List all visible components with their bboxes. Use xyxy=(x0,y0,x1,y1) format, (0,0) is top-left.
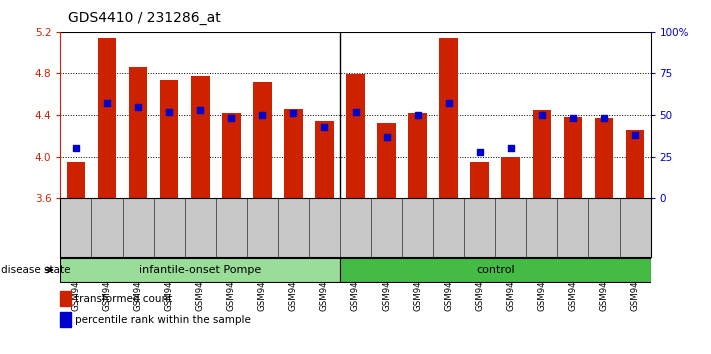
Bar xyxy=(408,113,427,198)
Point xyxy=(474,149,486,154)
Bar xyxy=(564,117,582,198)
Bar xyxy=(129,67,147,198)
Bar xyxy=(60,312,71,327)
Bar xyxy=(97,38,117,198)
Point xyxy=(629,132,641,138)
Bar xyxy=(501,156,520,198)
Bar xyxy=(60,291,71,306)
Bar xyxy=(439,38,458,198)
Point xyxy=(536,112,547,118)
FancyBboxPatch shape xyxy=(340,258,651,282)
Text: control: control xyxy=(476,265,515,275)
Text: infantile-onset Pompe: infantile-onset Pompe xyxy=(139,265,262,275)
Bar xyxy=(533,110,551,198)
FancyBboxPatch shape xyxy=(60,258,340,282)
Point xyxy=(195,107,206,113)
Point xyxy=(132,104,144,110)
Point xyxy=(412,112,423,118)
Point xyxy=(381,134,392,139)
Bar xyxy=(222,113,240,198)
Point xyxy=(257,112,268,118)
Bar xyxy=(284,109,303,198)
Point xyxy=(567,115,579,121)
Bar xyxy=(471,162,489,198)
Point xyxy=(443,101,454,106)
Text: percentile rank within the sample: percentile rank within the sample xyxy=(75,315,251,325)
Point xyxy=(102,101,113,106)
Point xyxy=(225,115,237,121)
Text: GDS4410 / 231286_at: GDS4410 / 231286_at xyxy=(68,11,220,25)
Bar xyxy=(378,123,396,198)
Point xyxy=(288,110,299,116)
Bar xyxy=(626,130,644,198)
Bar xyxy=(67,162,85,198)
Bar xyxy=(594,118,614,198)
Text: transformed count: transformed count xyxy=(75,293,173,304)
Bar xyxy=(160,80,178,198)
Bar xyxy=(315,121,333,198)
Point xyxy=(350,109,361,115)
Bar xyxy=(253,82,272,198)
Text: disease state: disease state xyxy=(1,265,71,275)
Bar xyxy=(191,75,210,198)
Point xyxy=(164,109,175,115)
Point xyxy=(319,124,330,130)
Point xyxy=(598,115,609,121)
Point xyxy=(505,145,516,151)
Point xyxy=(70,145,82,151)
Bar xyxy=(346,74,365,198)
